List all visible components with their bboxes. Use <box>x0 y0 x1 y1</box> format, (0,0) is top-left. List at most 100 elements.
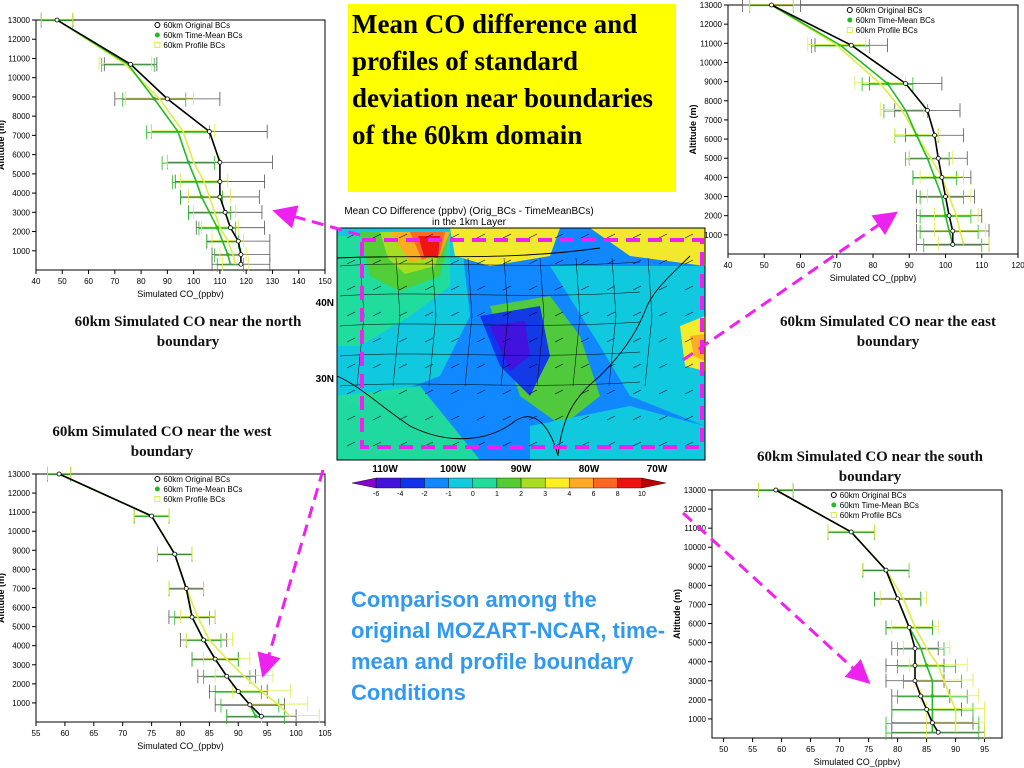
x-tick-label: 110 <box>975 261 988 270</box>
wind-barb <box>658 415 668 421</box>
wind-barb <box>502 285 512 291</box>
original-marker <box>950 228 956 234</box>
legend-label: 60km Profile BCs <box>856 26 918 35</box>
wind-barb <box>658 363 668 369</box>
legend-marker-profile <box>830 512 837 518</box>
state-boundary <box>339 351 641 357</box>
colorbar-segment <box>448 477 473 489</box>
colorbar-segment <box>400 477 425 489</box>
wind-barb <box>346 441 356 447</box>
co-difference-contour <box>530 406 705 460</box>
wind-barb <box>684 389 694 395</box>
original-marker <box>247 702 253 708</box>
wind-barb <box>372 441 382 447</box>
y-tick-label: 1000 <box>12 247 30 256</box>
series-line <box>771 4 954 245</box>
original-marker <box>918 693 924 699</box>
wind-barb <box>424 337 434 343</box>
wind-barb <box>554 233 564 239</box>
original-marker <box>56 471 62 477</box>
lon-label: 90W <box>511 464 532 475</box>
state-boundary <box>339 261 641 267</box>
wind-barb <box>424 311 434 317</box>
legend-label: 60km Time-Mean BCs <box>840 501 919 510</box>
original-marker <box>128 61 133 67</box>
profile-chart-north-svg: 40 50 60 70 80 90 100 110 120 130 140 150 1000 2000 30… <box>0 12 332 299</box>
wind-barb <box>372 285 382 291</box>
colorbar-label: 10 <box>638 491 646 498</box>
original-marker <box>228 225 233 231</box>
x-tick-label: 105 <box>318 729 332 738</box>
wind-barb <box>450 285 460 291</box>
y-tick-label: 2000 <box>12 680 30 689</box>
wind-barb <box>450 259 460 265</box>
y-tick-label: 2000 <box>12 228 30 237</box>
y-tick-label: 13000 <box>8 470 31 479</box>
wind-barb <box>580 415 590 421</box>
x-tick-label: 70 <box>110 277 119 286</box>
y-tick-label: 5000 <box>704 154 722 163</box>
x-tick-label: 90 <box>905 261 914 270</box>
x-tick-label: 70 <box>835 745 844 754</box>
wind-barb <box>372 337 382 343</box>
wind-barb <box>632 363 642 369</box>
series-line <box>775 489 939 733</box>
colorbar-label: 4 <box>567 491 571 498</box>
x-tick-label: 95 <box>263 729 272 738</box>
original-marker <box>912 663 918 668</box>
time-mean-marker <box>253 714 258 719</box>
original-marker <box>903 81 909 86</box>
wind-barb <box>684 415 694 421</box>
colorbar-label: -1 <box>445 491 451 498</box>
original-marker <box>912 645 918 651</box>
time-mean-marker <box>943 213 948 218</box>
co-difference-contour <box>590 228 705 266</box>
plot-frame <box>711 489 1003 739</box>
x-tick-label: 120 <box>240 277 254 286</box>
original-marker <box>883 567 889 573</box>
original-marker <box>238 252 244 258</box>
x-tick-label: 90 <box>951 745 960 754</box>
wind-barb <box>372 259 382 265</box>
original-marker <box>906 624 912 630</box>
wind-barb <box>632 441 642 447</box>
wind-barb <box>658 233 668 239</box>
wind-barb <box>502 337 512 343</box>
wind-barb <box>528 311 538 317</box>
x-tick-label: 60 <box>777 745 786 754</box>
wind-barb <box>476 311 486 317</box>
caption-east-text: 60km Simulated CO near the east boundary <box>780 314 996 350</box>
x-tick-label: 120 <box>1011 261 1024 270</box>
time-mean-marker <box>924 663 929 668</box>
wind-barb <box>424 389 434 395</box>
wind-barb <box>476 233 486 239</box>
x-tick-label: 100 <box>939 261 953 270</box>
plot-frame <box>35 473 326 723</box>
legend-marker-time-mean <box>847 17 853 23</box>
original-marker <box>935 155 941 161</box>
y-tick-label: 6000 <box>688 620 706 629</box>
wind-barb <box>606 337 616 343</box>
original-marker <box>943 194 948 199</box>
state-boundary <box>572 257 581 387</box>
lon-label: 80W <box>579 464 600 475</box>
lon-label: 100W <box>440 464 467 475</box>
wind-barb <box>606 233 616 239</box>
legend-marker-profile <box>154 42 161 48</box>
y-tick-label: 4000 <box>12 189 30 198</box>
colorbar-label: -4 <box>397 491 403 498</box>
wind-barb <box>450 311 460 317</box>
y-tick-label: 3000 <box>12 661 30 670</box>
state-boundary <box>392 257 401 387</box>
y-tick-label: 7000 <box>12 131 30 140</box>
original-marker <box>224 673 230 679</box>
wind-barb <box>398 259 408 265</box>
wind-barb <box>658 389 668 395</box>
wind-barb <box>476 389 486 395</box>
colorbar-label: 2 <box>519 491 523 498</box>
comparison-note: Comparison among the original MOZART-NCA… <box>351 587 666 705</box>
x-tick-label: 50 <box>719 745 728 754</box>
wind-barb <box>502 363 512 369</box>
y-tick-label: 1000 <box>688 715 706 724</box>
